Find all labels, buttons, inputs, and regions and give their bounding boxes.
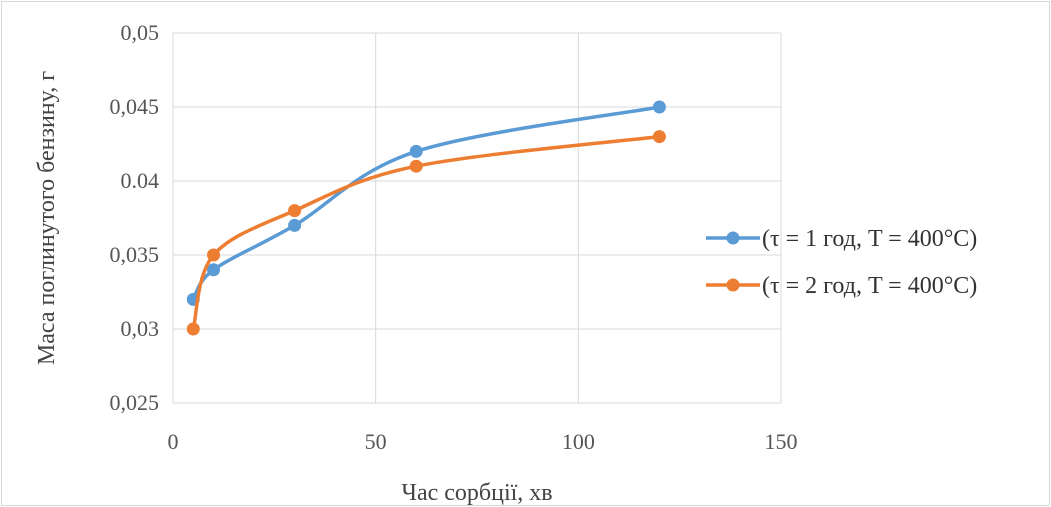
- legend-label: (τ = 1 год, T = 400°C): [762, 226, 977, 252]
- data-point: [288, 218, 302, 232]
- x-axis-title: Час сорбції, хв: [401, 480, 552, 506]
- data-point: [207, 248, 221, 262]
- gridlines: [172, 32, 782, 404]
- y-tick-label: 0,025: [110, 390, 160, 415]
- data-point: [288, 204, 302, 218]
- legend-swatch-marker: [726, 231, 740, 245]
- y-tick-label: 0,045: [110, 94, 160, 119]
- data-point: [409, 159, 423, 173]
- legend-label: (τ = 2 год, T = 400°C): [762, 273, 977, 299]
- x-tick-label: 100: [562, 429, 595, 454]
- legend-swatch-marker: [726, 278, 740, 292]
- axes: 0,025 0,03 0,035 0.04 0,045 0,05 0 50 100 150: [110, 20, 798, 454]
- data-point: [186, 322, 200, 336]
- y-tick-label: 0,035: [110, 242, 160, 267]
- data-point: [207, 263, 221, 277]
- series-line: [191, 134, 662, 331]
- data-point: [409, 144, 423, 158]
- legend-entry: (τ = 2 год, T = 400°C): [706, 273, 977, 299]
- legend-entry: (τ = 1 год, T = 400°C): [706, 226, 977, 252]
- y-tick-label: 0,03: [121, 316, 160, 341]
- x-tick-label: 0: [168, 429, 179, 454]
- y-tick-label: 0.04: [121, 168, 160, 193]
- legend: (τ = 1 год, T = 400°C) (τ = 2 год, T = 40…: [706, 226, 977, 299]
- series-group: [186, 100, 666, 336]
- y-tick-label: 0,05: [121, 20, 160, 45]
- data-point: [652, 130, 666, 144]
- series-2: [186, 130, 666, 336]
- series-1: [186, 100, 666, 306]
- data-point: [652, 100, 666, 114]
- x-tick-label: 50: [365, 429, 387, 454]
- x-tick-label: 150: [765, 429, 798, 454]
- y-axis-title: Маса поглинутого бензину, г: [34, 71, 60, 365]
